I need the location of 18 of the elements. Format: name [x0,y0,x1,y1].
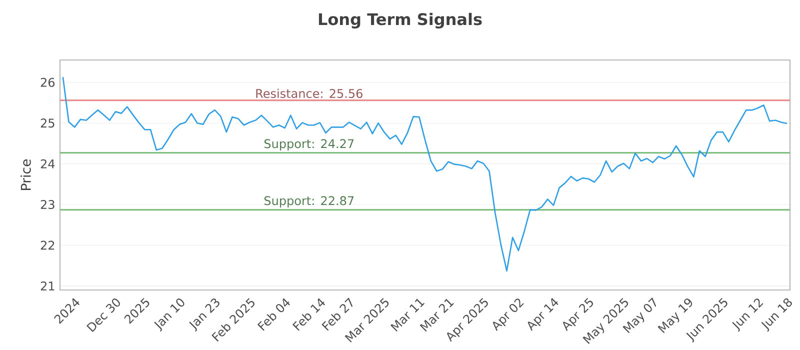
chart-title: Long Term Signals [318,12,482,28]
ref-line-label: Support: 24.27 [264,139,354,151]
x-tick-label: Jan 10 [154,298,184,332]
x-tick-label: Apr 14 [528,298,558,331]
y-tick-label: 22 [40,240,54,250]
x-tick-label: Apr 25 [562,298,594,332]
x-tick-label: Jan 23 [189,298,220,332]
x-tick-label: Dec 30 [86,298,120,332]
ref-line-label: Resistance: 25.56 [256,88,362,98]
y-tick-label: 24 [40,159,55,168]
ref-line-label: Support: 22.87 [264,196,354,208]
x-tick-label: Apr 02 [492,298,524,332]
y-tick-label: 21 [40,281,54,290]
y-tick-label: 26 [40,78,55,87]
y-tick-label: 23 [40,200,54,210]
y-tick-label: 25 [40,118,54,128]
x-tick-label: Feb 04 [257,298,290,331]
y-axis-title: Price [20,159,31,190]
